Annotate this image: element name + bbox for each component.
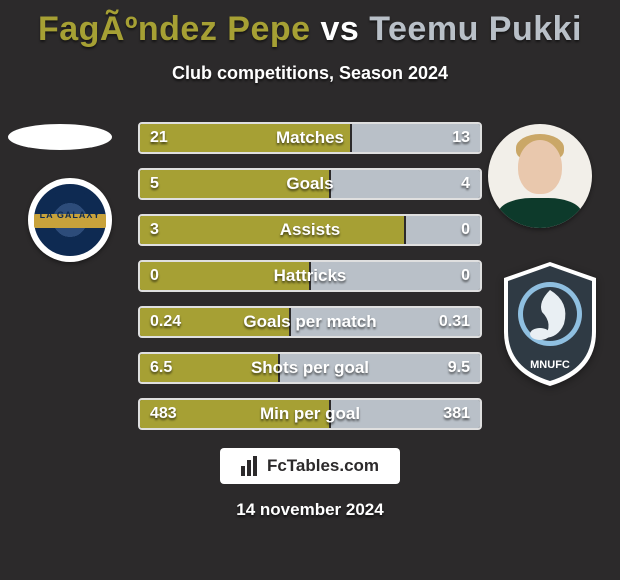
stat-row: 54Goals xyxy=(138,168,482,200)
team-badge-left: LA GALAXY xyxy=(28,178,112,262)
site-logo-icon xyxy=(241,456,261,476)
player-left-name: FagÃºndez Pepe xyxy=(38,10,311,48)
team-badge-left-label: LA GALAXY xyxy=(28,210,112,220)
stat-row: 00Hattricks xyxy=(138,260,482,292)
stat-rows: 2113Matches 54Goals 30Assists 00Hattricks 0.… xyxy=(138,122,482,444)
comparison-date: 14 november 2024 xyxy=(0,500,620,520)
stat-label: Min per goal xyxy=(140,400,480,428)
team-badge-right-label: MNUFC xyxy=(530,359,570,371)
stat-row: 2113Matches xyxy=(138,122,482,154)
player-right-name: Teemu Pukki xyxy=(369,10,582,48)
stat-row: 30Assists xyxy=(138,214,482,246)
stat-label: Shots per goal xyxy=(140,354,480,382)
title-vs: vs xyxy=(321,10,360,48)
site-logo-text: FcTables.com xyxy=(267,456,379,476)
stat-row: 0.240.31Goals per match xyxy=(138,306,482,338)
comparison-title: FagÃºndez Pepe vs Teemu Pukki xyxy=(0,0,620,49)
stat-label: Hattricks xyxy=(140,262,480,290)
team-badge-right: MNUFC xyxy=(500,260,600,388)
site-logo: FcTables.com xyxy=(220,448,400,484)
stat-label: Goals xyxy=(140,170,480,198)
stat-row: 6.59.5Shots per goal xyxy=(138,352,482,384)
player-right-avatar xyxy=(488,124,592,228)
stat-row: 483381Min per goal xyxy=(138,398,482,430)
player-left-avatar xyxy=(8,124,112,150)
stat-label: Matches xyxy=(140,124,480,152)
subtitle: Club competitions, Season 2024 xyxy=(0,63,620,84)
stat-label: Assists xyxy=(140,216,480,244)
stat-label: Goals per match xyxy=(140,308,480,336)
